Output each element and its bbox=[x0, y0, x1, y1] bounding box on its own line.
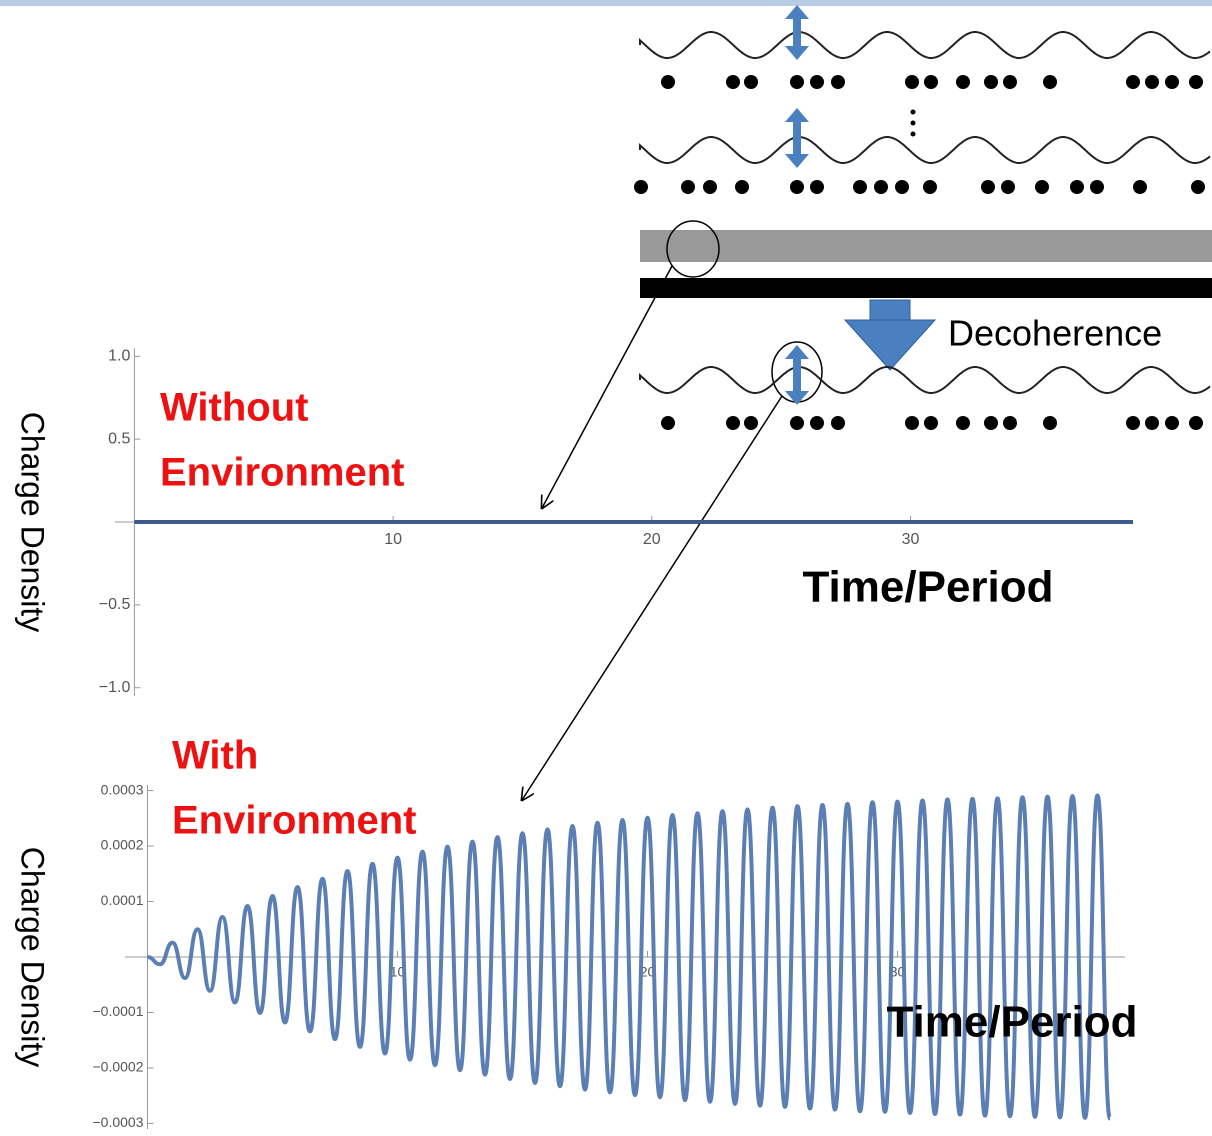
particle bbox=[905, 416, 919, 430]
particle bbox=[790, 180, 804, 194]
particle bbox=[956, 416, 970, 430]
wave bbox=[639, 366, 1211, 394]
particle bbox=[810, 416, 824, 430]
annotation: Without bbox=[160, 386, 308, 430]
particle bbox=[681, 180, 695, 194]
particle bbox=[1003, 75, 1017, 89]
particle bbox=[744, 416, 758, 430]
top-strip bbox=[0, 0, 1212, 6]
particle bbox=[790, 75, 804, 89]
particle bbox=[1145, 416, 1159, 430]
x-axis-label: Time/Period bbox=[886, 998, 1137, 1047]
y-axis-label: Charge Density bbox=[15, 847, 51, 1068]
y-tick-label: −1.0 bbox=[99, 679, 131, 696]
x-tick-label: 10 bbox=[384, 531, 402, 548]
particle bbox=[1189, 416, 1203, 430]
particle bbox=[634, 180, 648, 194]
particle bbox=[1133, 180, 1147, 194]
particle bbox=[726, 416, 740, 430]
pointer-arrow bbox=[542, 265, 673, 508]
particle bbox=[981, 180, 995, 194]
double-arrow bbox=[785, 5, 809, 60]
particle bbox=[735, 180, 749, 194]
particle bbox=[924, 416, 938, 430]
y-tick-label: 1.0 bbox=[108, 348, 130, 365]
wave bbox=[639, 136, 1211, 164]
particle bbox=[1191, 180, 1205, 194]
particle bbox=[810, 180, 824, 194]
x-tick-label: 30 bbox=[902, 531, 920, 548]
ellipsis-dot bbox=[910, 109, 916, 115]
particle bbox=[744, 75, 758, 89]
particle bbox=[1001, 180, 1015, 194]
y-tick-label: −0.0002 bbox=[93, 1059, 144, 1075]
particle bbox=[661, 75, 675, 89]
circle bbox=[666, 220, 720, 278]
particle bbox=[905, 75, 919, 89]
chart: −1.0 −0.5 0.5 1.0 10 20 30 Time/Period Charge De… bbox=[15, 348, 1133, 696]
diagram: Decoherence bbox=[522, 5, 1212, 800]
particle bbox=[956, 75, 970, 89]
y-axis-label: Charge Density bbox=[15, 412, 51, 633]
x-tick-label: 30 bbox=[890, 964, 906, 980]
particle bbox=[703, 180, 717, 194]
y-tick-label: −0.5 bbox=[99, 596, 131, 613]
y-tick-label: −0.0003 bbox=[93, 1114, 144, 1130]
particle bbox=[726, 75, 740, 89]
particle bbox=[790, 416, 804, 430]
particle bbox=[831, 75, 845, 89]
particle bbox=[1189, 75, 1203, 89]
particle bbox=[1126, 416, 1140, 430]
black-layer bbox=[640, 278, 1212, 298]
annotation: Environment bbox=[160, 451, 404, 495]
double-arrow bbox=[785, 108, 809, 168]
particle bbox=[831, 416, 845, 430]
y-tick-label: 0.5 bbox=[108, 430, 130, 447]
ellipsis-dot bbox=[910, 120, 916, 126]
diagram-label: Decoherence bbox=[948, 313, 1162, 354]
particle bbox=[1035, 180, 1049, 194]
particle bbox=[661, 416, 675, 430]
particle bbox=[1165, 416, 1179, 430]
y-tick-label: 0.0003 bbox=[101, 781, 144, 797]
particle bbox=[1070, 180, 1084, 194]
particle bbox=[1043, 75, 1057, 89]
particle bbox=[853, 180, 867, 194]
gray-layer bbox=[640, 230, 1212, 262]
particle bbox=[1165, 75, 1179, 89]
x-tick-label: 10 bbox=[390, 964, 406, 980]
particle bbox=[895, 180, 909, 194]
double-arrow bbox=[785, 345, 809, 405]
y-tick-label: 0.0001 bbox=[101, 892, 144, 908]
y-tick-label: −0.0001 bbox=[93, 1003, 144, 1019]
particle bbox=[874, 180, 888, 194]
particle bbox=[1003, 416, 1017, 430]
particle bbox=[1126, 75, 1140, 89]
particle bbox=[984, 75, 998, 89]
x-tick-label: 20 bbox=[640, 964, 656, 980]
pointer-arrow bbox=[522, 395, 783, 800]
particle bbox=[923, 180, 937, 194]
x-axis-label: Time/Period bbox=[802, 563, 1053, 612]
annotation: Environment bbox=[172, 799, 416, 843]
particle bbox=[984, 416, 998, 430]
ellipsis-dot bbox=[910, 131, 916, 137]
annotation: With bbox=[172, 734, 258, 778]
particle bbox=[1043, 416, 1057, 430]
data-line bbox=[147, 793, 1112, 1121]
particle bbox=[1145, 75, 1159, 89]
x-tick-label: 20 bbox=[643, 531, 661, 548]
particle bbox=[1090, 180, 1104, 194]
down-arrow bbox=[843, 299, 937, 371]
y-tick-label: 0.0002 bbox=[101, 837, 144, 853]
particle bbox=[924, 75, 938, 89]
wave bbox=[639, 31, 1211, 59]
particle bbox=[810, 75, 824, 89]
chart: −0.0003 −0.0002 −0.0001 0.0001 0.0002 0.0003 1… bbox=[15, 734, 1138, 1131]
